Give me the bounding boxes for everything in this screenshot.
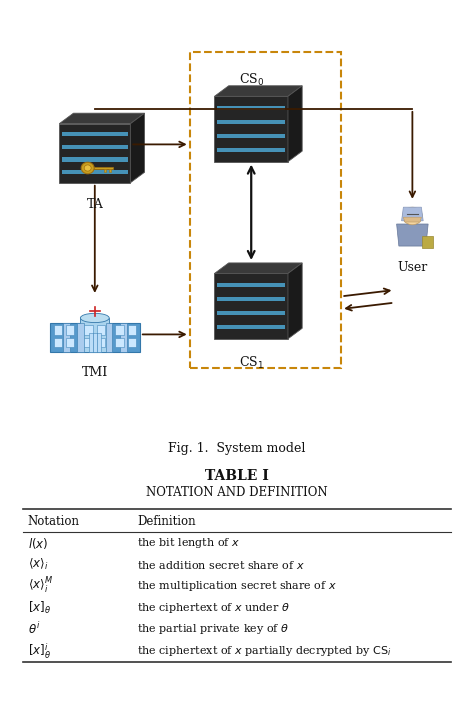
Text: CS$_1$: CS$_1$ [239,355,264,371]
Text: the bit length of $x$: the bit length of $x$ [137,536,240,550]
Polygon shape [397,224,428,246]
Polygon shape [128,338,136,347]
Polygon shape [422,236,433,248]
Polygon shape [66,325,74,335]
Polygon shape [403,217,421,222]
Polygon shape [97,338,105,347]
Polygon shape [81,318,109,352]
Text: Definition: Definition [137,515,195,528]
Text: User: User [397,261,428,273]
Polygon shape [66,338,74,347]
Polygon shape [217,325,285,329]
Polygon shape [54,338,62,347]
Text: $\langle x\rangle_i^M$: $\langle x\rangle_i^M$ [27,576,53,596]
Polygon shape [115,325,124,335]
Polygon shape [62,157,128,162]
Text: NOTATION AND DEFINITION: NOTATION AND DEFINITION [146,486,328,499]
Text: the addition secret share of $x$: the addition secret share of $x$ [137,559,305,571]
Polygon shape [115,338,124,347]
Polygon shape [89,333,101,352]
Ellipse shape [81,314,109,323]
Polygon shape [288,86,302,162]
Polygon shape [217,148,285,152]
Polygon shape [84,325,93,335]
Circle shape [402,207,422,225]
Polygon shape [214,273,288,339]
Polygon shape [109,169,111,172]
Polygon shape [401,207,423,221]
Text: the ciphertext of $x$ under $\theta$: the ciphertext of $x$ under $\theta$ [137,601,290,615]
Polygon shape [217,311,285,315]
Text: the multiplication secret share of $x$: the multiplication secret share of $x$ [137,579,337,593]
Polygon shape [217,134,285,138]
Circle shape [81,162,94,174]
Polygon shape [84,338,93,347]
Text: $l(x)$: $l(x)$ [27,536,48,550]
Polygon shape [77,323,84,352]
Text: $[x]_\theta$: $[x]_\theta$ [27,600,51,616]
Text: TMI: TMI [82,366,108,379]
Polygon shape [214,96,288,162]
Polygon shape [214,263,302,273]
Text: CS$_0$: CS$_0$ [238,72,264,89]
Text: Fig. 1.  System model: Fig. 1. System model [168,441,306,455]
Polygon shape [104,169,107,172]
Polygon shape [288,263,302,339]
Polygon shape [62,145,128,149]
Polygon shape [59,113,145,124]
Polygon shape [128,325,136,335]
Polygon shape [130,113,145,183]
Polygon shape [62,170,128,174]
Polygon shape [217,106,285,110]
Text: Notation: Notation [27,515,80,528]
Polygon shape [59,124,130,183]
Polygon shape [50,323,140,352]
Text: the partial private key of $\theta$: the partial private key of $\theta$ [137,622,289,636]
Polygon shape [54,325,62,335]
Polygon shape [120,323,127,352]
Text: the ciphertext of $x$ partially decrypted by $\mathrm{CS}_i$: the ciphertext of $x$ partially decrypte… [137,644,392,658]
Polygon shape [106,323,112,352]
Text: $[x]_\theta^i$: $[x]_\theta^i$ [27,641,51,661]
Polygon shape [97,325,105,335]
Circle shape [84,165,91,171]
Text: $\theta^i$: $\theta^i$ [27,621,40,638]
Polygon shape [214,86,302,96]
Polygon shape [94,167,113,169]
Text: TA: TA [86,198,103,210]
Text: TABLE I: TABLE I [205,469,269,483]
Text: $\langle x\rangle_i$: $\langle x\rangle_i$ [27,557,48,572]
Polygon shape [63,323,70,352]
Polygon shape [217,297,285,302]
Polygon shape [217,283,285,288]
Polygon shape [217,120,285,124]
Polygon shape [62,132,128,136]
